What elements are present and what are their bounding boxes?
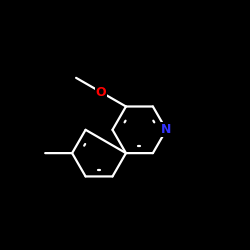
Text: O: O (96, 86, 106, 99)
Text: N: N (161, 123, 172, 136)
